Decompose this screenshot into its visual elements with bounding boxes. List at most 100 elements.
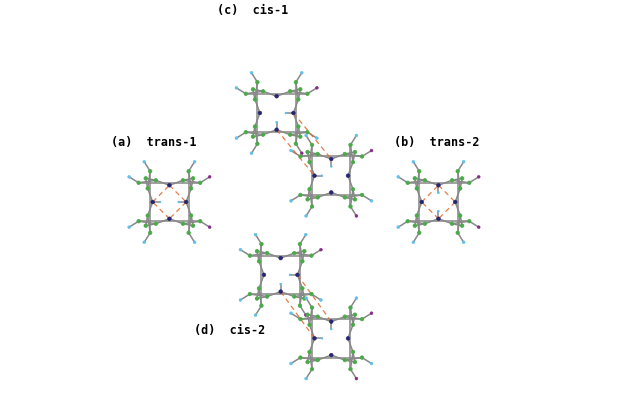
Circle shape [193, 241, 196, 244]
Circle shape [459, 187, 462, 191]
Circle shape [360, 318, 364, 321]
Circle shape [295, 273, 299, 277]
Circle shape [313, 175, 316, 178]
Circle shape [146, 214, 150, 218]
Circle shape [154, 222, 158, 226]
Circle shape [251, 136, 255, 139]
Circle shape [167, 217, 171, 221]
Circle shape [397, 226, 400, 229]
Circle shape [343, 153, 347, 156]
Circle shape [292, 295, 296, 298]
Circle shape [300, 260, 304, 263]
Circle shape [300, 287, 304, 290]
Circle shape [438, 192, 439, 194]
Circle shape [250, 152, 253, 155]
Circle shape [436, 184, 441, 188]
Circle shape [244, 131, 248, 134]
Circle shape [329, 191, 333, 195]
Circle shape [346, 337, 350, 340]
Circle shape [148, 170, 152, 174]
Circle shape [265, 295, 269, 298]
Circle shape [178, 202, 180, 203]
Circle shape [456, 231, 459, 235]
Circle shape [360, 356, 364, 360]
Circle shape [275, 95, 279, 99]
Circle shape [438, 211, 439, 213]
Circle shape [192, 177, 195, 181]
Circle shape [353, 151, 357, 154]
Circle shape [189, 214, 193, 218]
Circle shape [415, 214, 418, 218]
Circle shape [137, 181, 140, 185]
Circle shape [260, 304, 263, 308]
Circle shape [279, 257, 282, 260]
Circle shape [248, 292, 252, 296]
Circle shape [320, 299, 323, 302]
Circle shape [256, 143, 259, 146]
Circle shape [181, 179, 185, 183]
Circle shape [239, 299, 242, 302]
Circle shape [343, 196, 347, 200]
Circle shape [148, 231, 152, 235]
Circle shape [144, 224, 148, 228]
Text: (a)  trans-1: (a) trans-1 [111, 136, 197, 149]
Circle shape [297, 126, 300, 129]
Circle shape [305, 234, 307, 237]
Circle shape [254, 314, 257, 317]
Circle shape [146, 187, 150, 191]
Circle shape [306, 313, 310, 317]
Circle shape [198, 181, 202, 185]
Circle shape [298, 155, 302, 159]
Circle shape [235, 137, 238, 140]
Circle shape [290, 312, 292, 315]
Circle shape [258, 112, 262, 115]
Circle shape [316, 315, 320, 319]
Circle shape [294, 81, 298, 85]
Circle shape [306, 360, 310, 364]
Circle shape [315, 87, 318, 90]
Circle shape [397, 176, 400, 179]
Circle shape [253, 126, 256, 129]
Circle shape [406, 220, 410, 224]
Text: (d)  cis-2: (d) cis-2 [193, 323, 265, 336]
Circle shape [351, 350, 355, 354]
Circle shape [257, 287, 261, 290]
Circle shape [310, 254, 313, 258]
Circle shape [189, 187, 193, 191]
Circle shape [300, 72, 303, 75]
Circle shape [208, 176, 211, 179]
Circle shape [285, 113, 287, 115]
Circle shape [289, 134, 292, 137]
Circle shape [251, 88, 255, 92]
Circle shape [355, 215, 358, 218]
Text: (b)  trans-2: (b) trans-2 [394, 136, 480, 149]
Circle shape [451, 222, 454, 226]
Circle shape [412, 161, 415, 164]
Circle shape [305, 297, 308, 300]
Circle shape [370, 200, 373, 203]
Circle shape [353, 198, 357, 202]
Circle shape [290, 362, 292, 365]
Circle shape [239, 249, 242, 252]
Circle shape [143, 161, 146, 164]
Circle shape [279, 290, 282, 294]
Circle shape [355, 377, 358, 380]
Circle shape [298, 356, 302, 360]
Circle shape [360, 155, 364, 159]
Circle shape [460, 177, 464, 181]
Circle shape [275, 128, 279, 132]
Circle shape [297, 98, 300, 102]
Circle shape [298, 194, 302, 197]
Circle shape [305, 135, 308, 138]
Circle shape [298, 243, 302, 246]
Circle shape [159, 202, 161, 203]
Circle shape [451, 179, 454, 183]
Circle shape [276, 122, 277, 124]
Circle shape [346, 175, 350, 178]
Circle shape [306, 151, 310, 154]
Circle shape [477, 226, 480, 229]
Circle shape [316, 358, 320, 362]
Circle shape [289, 274, 291, 276]
Circle shape [310, 306, 314, 309]
Circle shape [460, 224, 464, 228]
